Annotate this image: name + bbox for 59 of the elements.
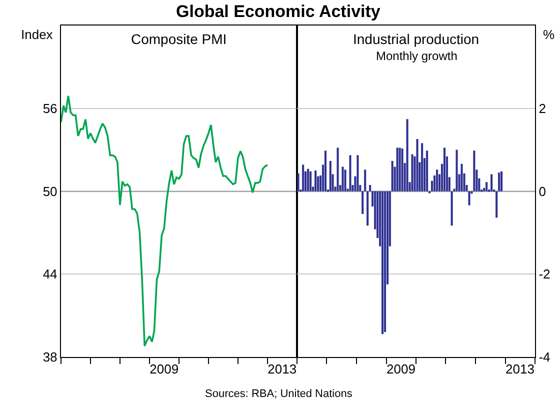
source-note: Sources: RBA; United Nations — [205, 388, 353, 400]
bar — [411, 154, 414, 192]
y-axis-title: Index — [21, 27, 54, 42]
bar — [443, 148, 446, 192]
x-tick-label: 2013 — [268, 362, 297, 377]
chart-title: Composite PMI — [131, 31, 227, 47]
bar — [416, 139, 418, 192]
bar — [362, 191, 364, 214]
x-tick-label: 2013 — [506, 362, 534, 377]
bar — [426, 150, 428, 192]
text: Monthly growth — [376, 49, 458, 63]
y-tick-label: 38 — [42, 349, 58, 364]
bar — [356, 155, 359, 192]
bar — [336, 148, 339, 192]
bar — [450, 191, 453, 226]
y-tick-label: 0 — [538, 184, 546, 199]
bar — [401, 148, 404, 192]
bar — [490, 174, 493, 192]
bar — [349, 155, 352, 192]
bar — [307, 168, 310, 192]
y-axis-title: % — [543, 27, 555, 42]
line-series — [61, 95, 268, 347]
y-tick-label: 50 — [42, 184, 58, 199]
bar — [302, 164, 304, 192]
bar — [344, 170, 346, 192]
bar — [369, 184, 372, 192]
y-tick-label: 56 — [42, 100, 58, 116]
bar — [366, 191, 369, 226]
bar — [496, 191, 498, 218]
bar — [406, 119, 408, 192]
bar — [384, 191, 386, 332]
bar — [398, 148, 401, 192]
bar — [500, 171, 503, 192]
bar — [310, 171, 312, 192]
bar — [456, 150, 458, 192]
bar — [421, 143, 424, 192]
bar — [342, 166, 344, 192]
y-tick-label: 2 — [538, 100, 546, 116]
bar — [396, 148, 398, 192]
bar — [498, 172, 500, 192]
bar — [468, 191, 470, 206]
bar — [314, 170, 317, 192]
y-tick-label: -2 — [538, 266, 550, 282]
bar — [364, 170, 366, 192]
bar — [382, 191, 384, 334]
bar — [436, 170, 438, 192]
bar — [324, 150, 326, 192]
chart-title: Industrial production — [353, 31, 480, 47]
x-tick-label: 2009 — [150, 362, 179, 377]
bar — [460, 164, 463, 192]
bar — [486, 182, 488, 192]
x-tick-label: 2009 — [386, 362, 416, 377]
text: Global Economic Activity — [176, 2, 381, 21]
bar — [391, 160, 394, 192]
y-tick-label: 44 — [42, 266, 58, 282]
bar — [473, 150, 476, 192]
bar — [329, 160, 332, 192]
y-tick-label: -4 — [538, 349, 550, 364]
bar — [297, 173, 300, 192]
